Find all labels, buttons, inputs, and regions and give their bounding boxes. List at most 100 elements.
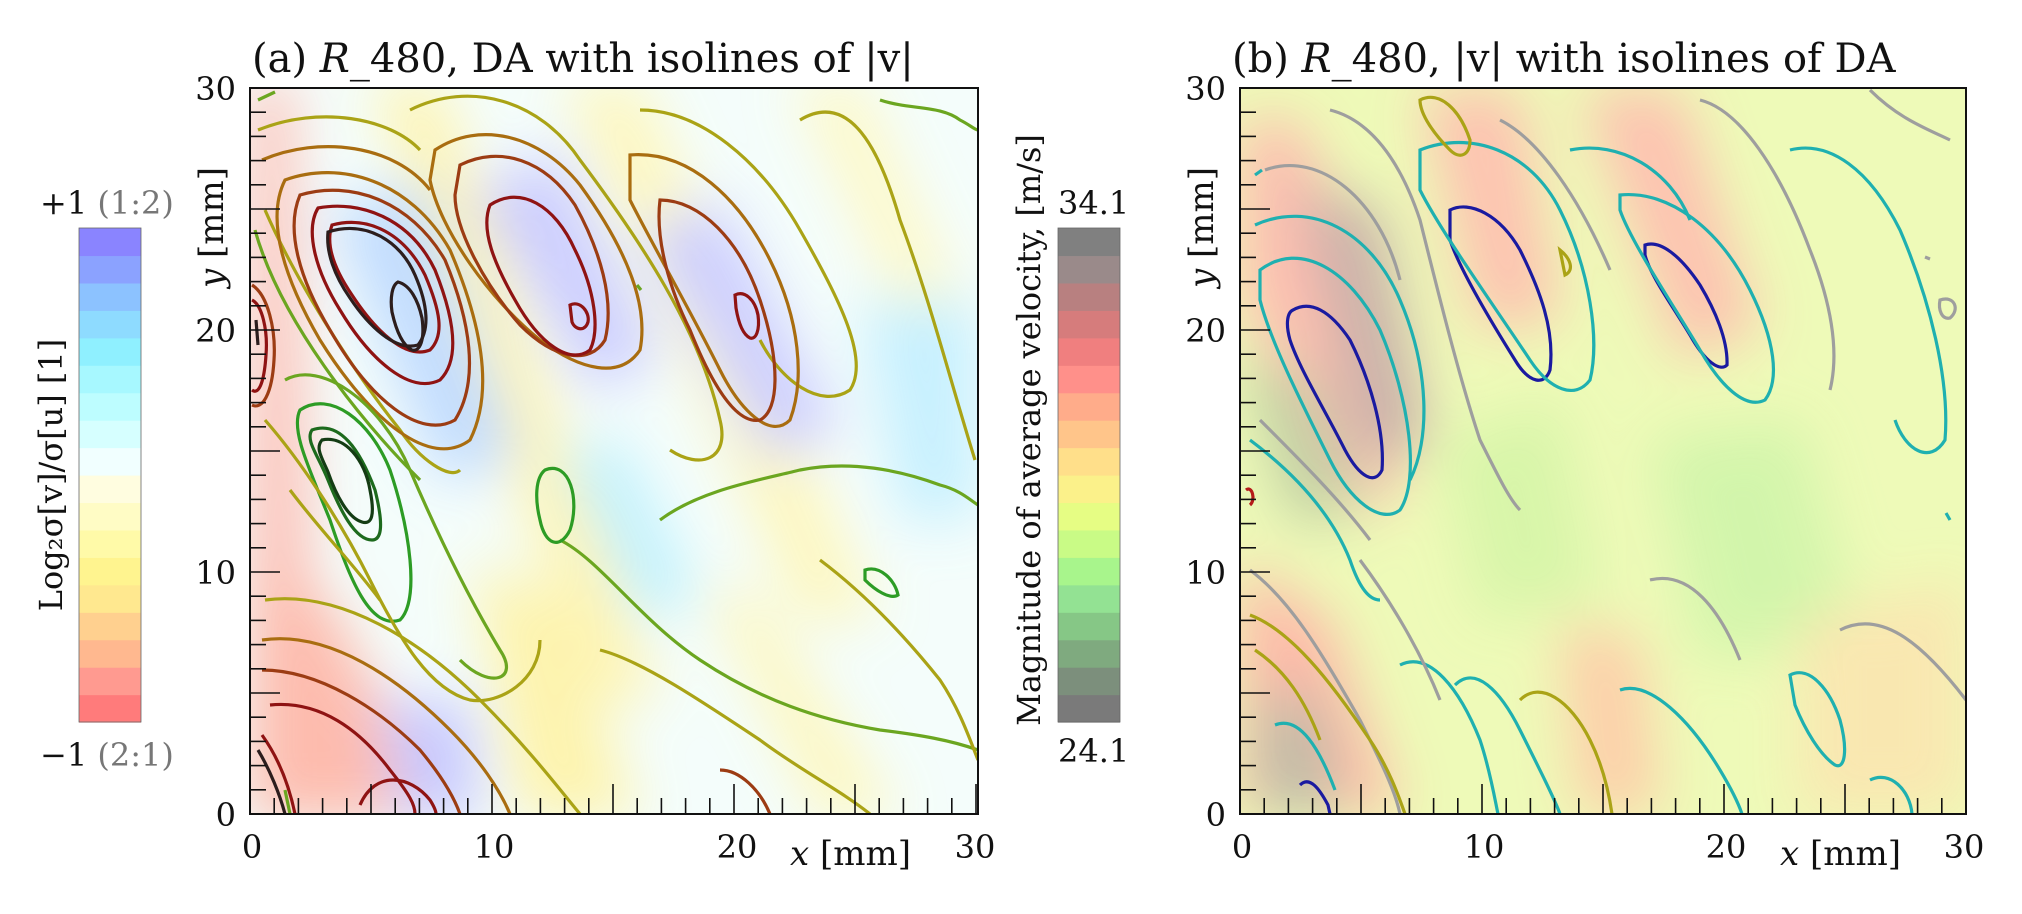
isoline <box>1264 164 1402 281</box>
colorbar-swatch <box>1058 365 1120 394</box>
colorbar-swatch <box>1058 475 1120 504</box>
isoline <box>283 789 292 814</box>
colorbar-b-bottom-label: 24.1 <box>1058 732 1129 770</box>
isoline <box>1789 146 1948 454</box>
isoline <box>635 284 643 291</box>
isoline <box>733 292 761 340</box>
panel-b-y-tick: 30 <box>1185 70 1226 108</box>
isoline <box>251 283 276 408</box>
panel-a-x-label: x [mm] <box>790 834 911 874</box>
isoline <box>879 98 978 132</box>
colorbar-swatch <box>79 584 141 613</box>
isoline <box>257 90 276 102</box>
isoline <box>256 749 287 814</box>
isoline <box>535 466 576 544</box>
colorbar-swatch <box>79 667 141 696</box>
isoline <box>1649 576 1742 661</box>
isoline <box>1418 95 1472 157</box>
colorbar-swatch <box>1058 694 1120 723</box>
isoline <box>1258 256 1413 516</box>
colorbar-swatch <box>79 529 141 558</box>
panel-a-x-tick: 30 <box>955 828 996 866</box>
isoline <box>428 133 644 370</box>
colorbar-b-top-label: 34.1 <box>1058 184 1129 222</box>
isoline <box>1249 568 1402 814</box>
panel-a-y-tick: 0 <box>216 796 236 834</box>
isoline <box>1249 613 1407 814</box>
panel-b-x-tick: 10 <box>1464 828 1505 866</box>
panel-b-x-label: x [mm] <box>1780 834 1901 874</box>
isoline <box>275 171 485 451</box>
colorbar-a-top-label: +1 (1:2) <box>40 184 174 222</box>
isoline <box>1358 559 1442 701</box>
colorbar-swatch <box>79 502 141 531</box>
isoline <box>1453 676 1562 814</box>
panel-b-title: (b) R_480, |v| with isolines of DA <box>1232 36 1897 82</box>
panel-b-y-tick: 10 <box>1185 554 1226 592</box>
colorbar-swatch <box>79 639 141 668</box>
colorbar-swatch <box>1058 392 1120 421</box>
colorbar-swatch <box>1058 255 1120 284</box>
isoline <box>719 768 772 814</box>
panel-a-heatmap <box>250 88 978 814</box>
panel-a-x-tick: 0 <box>242 828 262 866</box>
panel-b-x-tick: 20 <box>1706 828 1747 866</box>
isoline <box>485 195 597 357</box>
isoline <box>1258 418 1372 541</box>
isoline <box>257 115 422 152</box>
isoline <box>599 648 871 814</box>
isoline <box>568 302 590 331</box>
panel-a: (a) R_480, DA with isolines of |v| <box>32 36 995 874</box>
isoline <box>1569 146 1692 221</box>
colorbar-swatch <box>79 420 141 449</box>
isoline <box>263 209 462 475</box>
isoline <box>659 464 978 522</box>
isoline <box>1285 304 1384 480</box>
colorbar-a-swatches <box>79 228 141 723</box>
colorbar-swatch <box>79 310 141 339</box>
colorbar-a-title: Log₂σ[v]/σ[u] [1] <box>32 339 70 611</box>
colorbar-swatch <box>79 228 141 257</box>
colorbar-swatch <box>1058 584 1120 613</box>
colorbar-swatch <box>1058 228 1120 257</box>
colorbar-swatch <box>1058 447 1120 476</box>
isoline <box>409 94 724 462</box>
panel-a-isolines <box>250 90 978 814</box>
panel-a-y-label: y [mm] <box>192 167 232 290</box>
isoline <box>254 319 260 346</box>
panel-b-y-tick: 20 <box>1185 312 1226 350</box>
isoline <box>559 538 978 752</box>
colorbar-swatch <box>1058 557 1120 586</box>
isoline <box>261 668 462 814</box>
isoline <box>799 110 977 461</box>
panel-b-isolines <box>1244 88 1966 814</box>
isoline <box>1518 690 1614 814</box>
panel-b-y-tick: 0 <box>1206 796 1226 834</box>
isoline <box>1619 686 1744 814</box>
panel-a-y-tick: 20 <box>195 312 236 350</box>
isoline <box>1937 297 1957 320</box>
isoline <box>317 437 374 525</box>
isoline <box>308 426 383 542</box>
isoline <box>1244 487 1255 507</box>
isoline <box>1924 255 1931 261</box>
colorbar-a-bottom-label: −1 (2:1) <box>40 736 174 774</box>
colorbar-swatch <box>79 694 141 723</box>
isoline <box>863 567 900 598</box>
isoline <box>326 226 428 348</box>
isoline <box>260 734 297 814</box>
panel-b-colorbar: 34.1 24.1 Magnitude of average velocity,… <box>1010 134 1129 770</box>
isoline <box>1557 246 1573 278</box>
panel-b-x-tick: 30 <box>1944 828 1985 866</box>
colorbar-swatch <box>1058 612 1120 641</box>
isoline <box>358 778 438 814</box>
isoline <box>639 108 858 398</box>
isoline <box>1618 193 1775 404</box>
panel-a-ticks <box>249 87 977 815</box>
isoline <box>310 204 455 386</box>
isoline <box>1298 780 1332 814</box>
isoline <box>657 198 777 422</box>
panel-a-x-tick: 20 <box>717 828 758 866</box>
isoline <box>628 153 800 428</box>
